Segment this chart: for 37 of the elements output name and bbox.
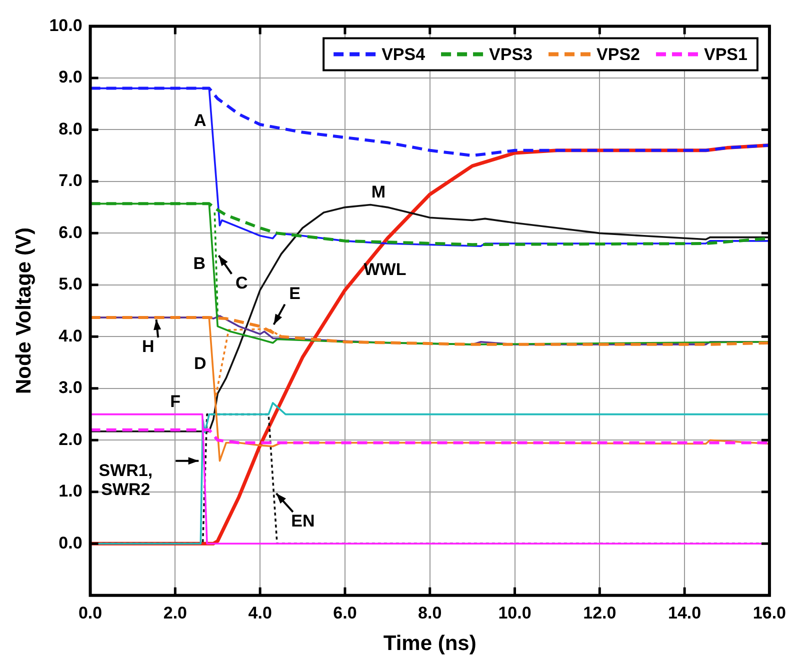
x-tick-label: 0.0 bbox=[78, 603, 102, 622]
annotation: H bbox=[142, 337, 154, 356]
legend-label: VPS1 bbox=[704, 44, 748, 64]
y-tick-label: 3.0 bbox=[58, 378, 82, 398]
y-tick-label: 10.0 bbox=[49, 16, 82, 35]
x-axis-title: Time (ns) bbox=[383, 632, 476, 656]
x-tick-label: 4.0 bbox=[248, 603, 272, 622]
x-tick-label: 12.0 bbox=[583, 603, 616, 622]
y-tick-label: 0.0 bbox=[58, 533, 82, 552]
annotation: EN bbox=[291, 512, 315, 531]
y-axis-title: Node Voltage (V) bbox=[12, 228, 36, 394]
annotation: M bbox=[371, 182, 386, 202]
legend-label: VPS4 bbox=[382, 44, 426, 64]
y-tick-label: 1.0 bbox=[58, 482, 82, 501]
annotation: SWR1, SWR2 bbox=[98, 461, 153, 500]
x-tick-label: 16.0 bbox=[752, 603, 786, 622]
y-tick-label: 5.0 bbox=[58, 274, 82, 294]
x-tick-label: 14.0 bbox=[668, 603, 702, 622]
annotation: D bbox=[194, 354, 206, 374]
legend-label: VPS3 bbox=[489, 44, 533, 64]
legend-label: VPS2 bbox=[596, 44, 640, 64]
x-tick-label: 2.0 bbox=[163, 603, 188, 622]
annotation: B bbox=[193, 254, 206, 273]
x-tick-label: 6.0 bbox=[333, 603, 357, 622]
y-tick-label: 6.0 bbox=[58, 222, 82, 242]
x-tick-label: 8.0 bbox=[418, 603, 442, 622]
y-tick-label: 7.0 bbox=[58, 171, 82, 190]
annotation: F bbox=[170, 392, 181, 411]
y-tick-label: 4.0 bbox=[58, 326, 82, 346]
y-tick-label: 2.0 bbox=[58, 430, 82, 449]
y-tick-label: 8.0 bbox=[58, 119, 82, 138]
annotation: A bbox=[194, 110, 206, 130]
x-tick-label: 10.0 bbox=[498, 603, 532, 622]
y-tick-label: 9.0 bbox=[58, 68, 82, 87]
annotation: WWL bbox=[364, 260, 406, 279]
annotation: E bbox=[289, 284, 300, 304]
annotation: C bbox=[235, 274, 248, 293]
